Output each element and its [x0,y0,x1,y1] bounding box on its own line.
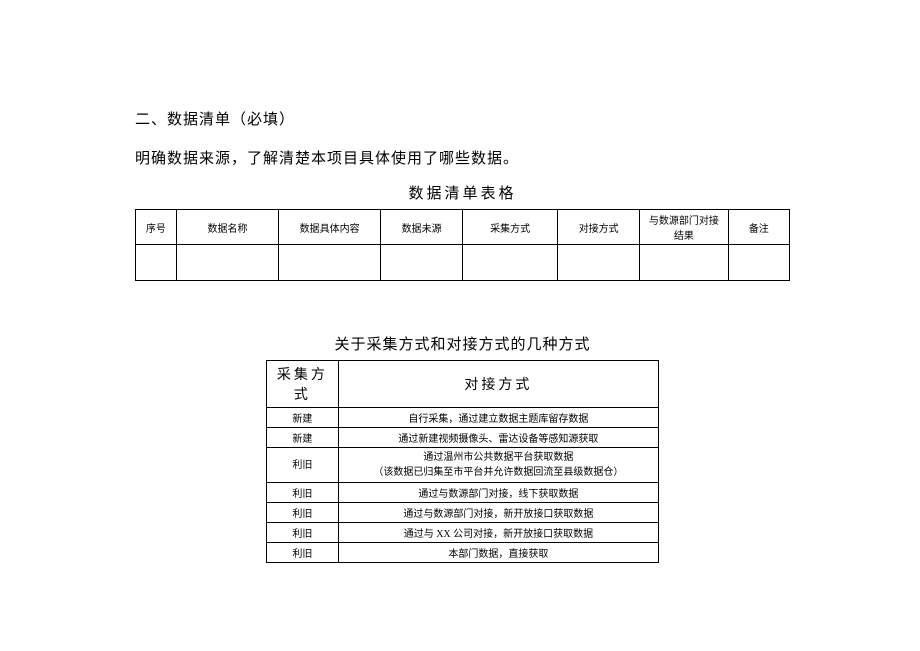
table-cell: 自行采集，通过建立数据主题库留存数据 [338,408,658,428]
table-cell [640,245,729,281]
table-cell: 新建 [267,428,339,448]
table-row: 利旧 通过与数源部门对接，新开放接口获取数据 [267,503,659,523]
table-cell: 通过与数源部门对接，线下获取数据 [338,483,658,503]
main-table: 序号 数据名称 数据具体内容 数据未源 采集方式 对接方式 与数源部门对接结果 … [135,209,790,281]
table-header: 对接方式 [338,361,658,408]
table-header: 数据具体内容 [279,210,381,245]
table-cell [176,245,278,281]
table-row [136,245,790,281]
table-row: 利旧 通过与 XX 公司对接，新开放接口获取数据 [267,523,659,543]
table-row: 利旧 通过温州市公共数据平台获取数据 （该数据已归集至市平台并允许数据回流至县级… [267,448,659,483]
section-heading: 二、数据清单（必填） [135,108,790,129]
table-cell: 利旧 [267,543,339,563]
table-row: 新建 通过新建视频摄像头、雷达设备等感知源获取 [267,428,659,448]
table-header: 序号 [136,210,177,245]
table-cell [279,245,381,281]
table-cell [558,245,640,281]
table-cell: 利旧 [267,448,339,483]
cell-line1: 通过温州市公共数据平台获取数据 [423,452,573,463]
table-header: 数据未源 [381,210,463,245]
main-table-title: 数据清单表格 [135,182,790,203]
sub-table: 采集方式 对接方式 新建 自行采集，通过建立数据主题库留存数据 新建 通过新建视… [266,360,659,563]
table-row: 新建 自行采集，通过建立数据主题库留存数据 [267,408,659,428]
table-header: 与数源部门对接结果 [640,210,729,245]
table-cell: 通过温州市公共数据平台获取数据 （该数据已归集至市平台并允许数据回流至县级数据仓… [338,448,658,483]
table-header: 数据名称 [176,210,278,245]
table-header: 采集方式 [267,361,339,408]
table-cell: 利旧 [267,483,339,503]
sub-table-title: 关于采集方式和对接方式的几种方式 [135,333,790,354]
table-cell: 新建 [267,408,339,428]
table-cell: 通过新建视频摄像头、雷达设备等感知源获取 [338,428,658,448]
table-cell [462,245,557,281]
table-header: 采集方式 [462,210,557,245]
table-cell [136,245,177,281]
section-desc: 明确数据来源，了解清楚本项目具体使用了哪些数据。 [135,147,790,168]
table-cell: 通过与数源部门对接，新开放接口获取数据 [338,503,658,523]
table-cell: 利旧 [267,523,339,543]
table-header: 备注 [728,210,789,245]
table-cell: 本部门数据，直接获取 [338,543,658,563]
table-row: 利旧 本部门数据，直接获取 [267,543,659,563]
table-cell [381,245,463,281]
table-cell: 利旧 [267,503,339,523]
table-header: 对接方式 [558,210,640,245]
table-row: 利旧 通过与数源部门对接，线下获取数据 [267,483,659,503]
cell-line2: （该数据已归集至市平台并允许数据回流至县级数据仓） [373,467,623,478]
table-header-row: 采集方式 对接方式 [267,361,659,408]
table-cell [728,245,789,281]
table-cell: 通过与 XX 公司对接，新开放接口获取数据 [338,523,658,543]
table-header-row: 序号 数据名称 数据具体内容 数据未源 采集方式 对接方式 与数源部门对接结果 … [136,210,790,245]
